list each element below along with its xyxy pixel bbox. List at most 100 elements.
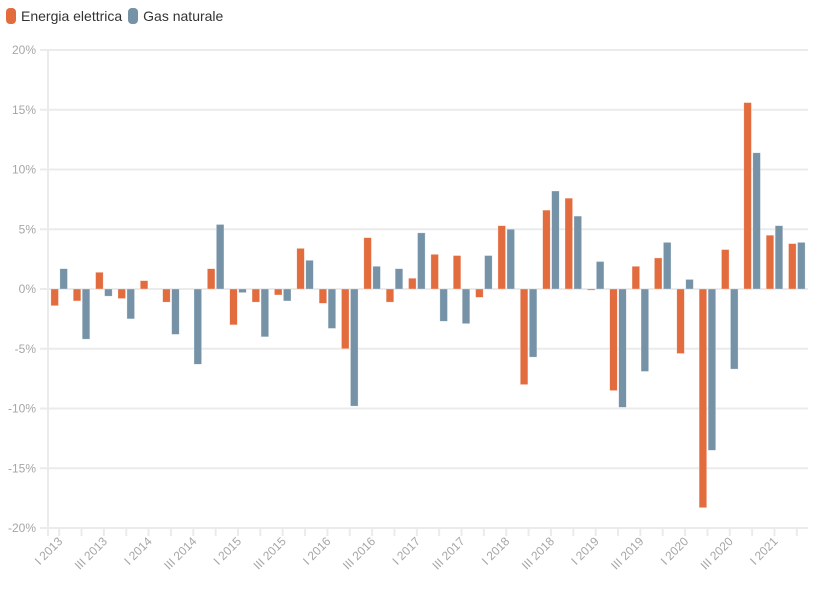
bar-gas-naturale <box>216 224 225 290</box>
bar-gas-naturale <box>663 242 672 290</box>
bar-energia-elettrica <box>207 268 216 290</box>
x-tick-label: I 2020 <box>658 534 692 568</box>
y-tick-label: 0% <box>19 282 37 296</box>
legend-swatch-gas <box>128 8 139 24</box>
bar-gas-naturale <box>461 288 471 324</box>
bar-energia-elettrica <box>229 288 238 326</box>
bar-energia-elettrica <box>139 280 149 290</box>
y-tick-label: -15% <box>8 461 36 475</box>
bar-energia-elettrica <box>50 288 59 307</box>
bar-gas-naturale <box>596 261 605 290</box>
bar-energia-elettrica <box>743 102 752 290</box>
bar-gas-naturale <box>260 288 269 338</box>
bar-energia-elettrica <box>430 254 439 290</box>
bar-energia-elettrica <box>162 288 171 303</box>
bar-energia-elettrica <box>385 288 395 303</box>
x-tick-label: III 2019 <box>608 534 646 572</box>
bar-energia-elettrica <box>296 248 305 290</box>
x-tick-label: I 2019 <box>568 534 602 568</box>
legend-swatch-energia <box>6 8 16 24</box>
bar-energia-elettrica <box>721 249 730 290</box>
bar-energia-elettrica <box>475 288 484 298</box>
bar-energia-elettrica <box>587 288 596 291</box>
bar-gas-naturale <box>372 265 381 290</box>
x-tick-label: I 2017 <box>389 534 423 568</box>
bar-gas-naturale <box>640 288 649 372</box>
x-tick-label: III 2018 <box>519 534 557 572</box>
bar-energia-elettrica <box>72 288 82 302</box>
bar-energia-elettrica <box>341 288 350 350</box>
y-axis-ticks: 20% 15% 10% 5% 0% -5% -10% -15% -20% <box>8 43 36 535</box>
bar-gas-naturale <box>774 225 784 290</box>
bar-energia-elettrica <box>765 234 775 290</box>
y-tick-label: 20% <box>12 43 36 57</box>
bar-gas-naturale <box>171 288 180 335</box>
bar-energia-elettrica <box>363 237 372 290</box>
bar-gas-naturale <box>685 279 694 290</box>
bar-gas-naturale <box>305 260 314 290</box>
y-tick-label: 5% <box>19 222 37 236</box>
bar-gas-naturale <box>752 152 761 290</box>
bar-gas-naturale <box>81 288 91 340</box>
bar-energia-elettrica <box>564 197 573 290</box>
bar-gas-naturale <box>707 288 717 451</box>
bar-gas-naturale <box>193 288 202 365</box>
x-tick-label: III 2016 <box>340 534 378 572</box>
x-tick-label: III 2015 <box>251 534 289 572</box>
bar-gas-naturale <box>506 228 515 290</box>
x-tick-label: I 2013 <box>32 534 66 568</box>
bar-gas-naturale <box>126 288 135 320</box>
bar-gas-naturale <box>528 288 538 358</box>
bar-gas-naturale <box>327 288 337 329</box>
bar-energia-elettrica <box>497 225 506 290</box>
bar-gas-naturale <box>551 190 560 290</box>
bar-energia-elettrica <box>631 265 640 290</box>
bars <box>50 102 806 508</box>
bar-energia-elettrica <box>95 271 104 290</box>
x-tick-label: III 2020 <box>698 534 736 572</box>
bar-gas-naturale <box>797 242 806 290</box>
y-tick-label: -10% <box>8 402 36 416</box>
bar-gas-naturale <box>350 288 359 407</box>
x-tick-label: III 2013 <box>72 534 110 572</box>
bar-energia-elettrica <box>609 288 618 391</box>
bar-energia-elettrica <box>542 209 551 290</box>
bar-gas-naturale <box>439 288 448 322</box>
bar-gas-naturale <box>283 288 292 302</box>
legend-item-energia[interactable]: Energia elettrica <box>6 8 122 24</box>
legend-label-energia: Energia elettrica <box>21 8 123 24</box>
bar-gas-naturale <box>730 288 739 370</box>
bar-gas-naturale <box>238 288 247 293</box>
bar-energia-elettrica <box>676 288 685 354</box>
bar-energia-elettrica <box>654 257 663 290</box>
x-tick-label: I 2014 <box>121 534 155 568</box>
bar-energia-elettrica <box>408 277 417 290</box>
bar-gas-naturale <box>618 288 627 408</box>
grid-lines <box>40 49 808 536</box>
bar-energia-elettrica <box>251 288 260 303</box>
bar-energia-elettrica <box>274 288 283 296</box>
y-tick-label: 15% <box>12 103 36 117</box>
x-tick-label: III 2017 <box>429 534 467 572</box>
bar-gas-naturale <box>484 255 493 290</box>
y-tick-label: -5% <box>15 342 37 356</box>
bar-gas-naturale <box>104 288 113 297</box>
bar-gas-naturale <box>59 268 68 290</box>
bar-gas-naturale <box>417 232 426 290</box>
x-tick-label: III 2014 <box>161 534 199 572</box>
y-tick-label: 10% <box>12 163 36 177</box>
x-tick-label: I 2016 <box>300 534 334 568</box>
x-tick-label: I 2021 <box>747 534 781 568</box>
bar-energia-elettrica <box>519 288 529 385</box>
bar-gas-naturale <box>394 268 404 290</box>
bar-energia-elettrica <box>452 255 462 290</box>
legend-item-gas[interactable]: Gas naturale <box>128 8 223 24</box>
chart-legend: Energia elettrica Gas naturale <box>6 8 229 24</box>
bar-energia-elettrica <box>117 288 126 299</box>
legend-label-gas: Gas naturale <box>143 8 224 24</box>
x-axis: I 2013 III 2013 I 2014 III 2014 I 2015 III 20… <box>32 529 798 572</box>
bar-gas-naturale <box>573 215 582 290</box>
x-tick-label: I 2015 <box>211 534 245 568</box>
x-tick-label: I 2018 <box>479 534 513 568</box>
